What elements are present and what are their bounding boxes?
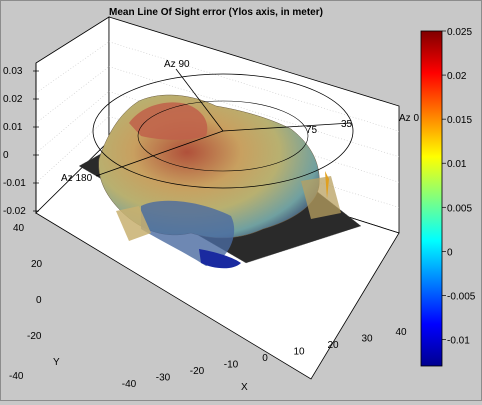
z-tick-label: 0.01 [3, 122, 23, 133]
surface-spike [325, 171, 329, 199]
z-tick-label: -0.02 [3, 206, 26, 217]
x-tick-label: -40 [122, 379, 137, 390]
polar-circle-inner [137, 100, 309, 172]
y-tick-label: 20 [31, 259, 43, 270]
x-axis-label: X [241, 382, 248, 393]
surface-low-region [141, 200, 235, 266]
z-tick-label: 0 [3, 150, 9, 161]
z-tick-label: 0.02 [3, 94, 23, 105]
y-tick-label: -20 [27, 331, 42, 342]
chart-title: Mean Line Of Sight error (Ylos axis, in … [109, 7, 323, 18]
z-tick-label: 0.03 [3, 66, 23, 77]
colorbar-tick-label: 0.02 [447, 71, 467, 82]
surface [78, 94, 362, 269]
grid-lines [35, 41, 400, 208]
y-tick-label: 40 [13, 223, 25, 234]
colorbar-tick-label: -0.01 [447, 336, 470, 347]
colorbar-ticks: 0.025 0.02 0.015 0.01 0.005 0 -0.005 -0.01 [442, 27, 476, 347]
surface-ridge-left [116, 206, 151, 241]
surface-peak [129, 102, 208, 140]
y-axis-ticks: 40 20 0 -20 -40 [9, 223, 43, 382]
colorbar-tick-label: -0.005 [447, 291, 476, 302]
surface-dip [199, 249, 241, 269]
x-tick-label: 0 [262, 353, 268, 364]
x-tick-label: 40 [395, 327, 407, 338]
z-tick-label: -0.01 [3, 178, 26, 189]
colorbar [420, 30, 443, 367]
polar-label-35: 35 [341, 119, 353, 130]
y-tick-label: -40 [9, 371, 24, 382]
polar-axis-az180 [95, 130, 224, 177]
x-tick-label: -20 [190, 366, 205, 377]
z-axis-ticks: 0.03 0.02 0.01 0 -0.01 -0.02 [3, 66, 39, 217]
polar-axis-az0 [222, 122, 352, 132]
polar-label-az180: Az 180 [61, 173, 93, 184]
x-tick-label: 20 [327, 340, 339, 351]
x-tick-label: 30 [361, 334, 373, 345]
polar-label-75: 75 [306, 125, 318, 136]
x-axis-ticks: -40 -30 -20 -10 0 10 20 30 40 [122, 327, 407, 390]
y-axis-label: Y [53, 357, 60, 368]
y-tick-label: 0 [36, 295, 42, 306]
surface-ridge-right [301, 176, 341, 219]
colorbar-tick-label: 0.025 [447, 27, 472, 38]
colorbar-tick-label: 0 [447, 247, 453, 258]
polar-axis-az90 [175, 68, 224, 132]
polar-label-az0: Az 0 [399, 113, 419, 124]
colorbar-tick-label: 0.01 [447, 159, 467, 170]
x-tick-label: -30 [156, 373, 171, 384]
colorbar-tick-label: 0.005 [447, 203, 472, 214]
x-tick-label: 10 [293, 347, 305, 358]
colorbar-tick-label: 0.015 [447, 115, 472, 126]
polar-label-az90: Az 90 [164, 59, 190, 70]
polar-circle-outer [92, 73, 354, 189]
x-tick-label: -10 [224, 360, 239, 371]
